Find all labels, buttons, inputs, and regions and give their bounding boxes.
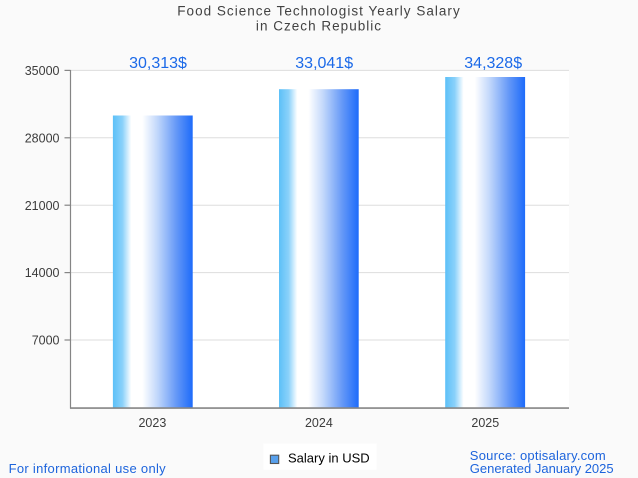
svg-text:14000: 14000 xyxy=(25,266,60,280)
svg-text:Food Science Technologist Year: Food Science Technologist Yearly Salary xyxy=(177,4,460,19)
svg-text:28000: 28000 xyxy=(25,131,60,145)
svg-text:21000: 21000 xyxy=(25,199,60,213)
svg-text:Source: optisalary.com: Source: optisalary.com xyxy=(470,448,606,463)
svg-text:35000: 35000 xyxy=(25,64,60,78)
svg-text:Salary in USD: Salary in USD xyxy=(288,451,370,466)
svg-text:2024: 2024 xyxy=(305,416,333,430)
svg-text:in Czech Republic: in Czech Republic xyxy=(256,19,382,34)
svg-text:34,328$: 34,328$ xyxy=(464,55,522,72)
svg-text:2023: 2023 xyxy=(138,416,166,430)
svg-text:33,041$: 33,041$ xyxy=(295,55,353,72)
svg-text:30,313$: 30,313$ xyxy=(129,55,187,72)
svg-text:7000: 7000 xyxy=(32,334,60,348)
svg-text:For informational use only: For informational use only xyxy=(9,461,167,476)
svg-text:2025: 2025 xyxy=(471,416,499,430)
svg-text:Generated January 2025: Generated January 2025 xyxy=(470,461,614,476)
